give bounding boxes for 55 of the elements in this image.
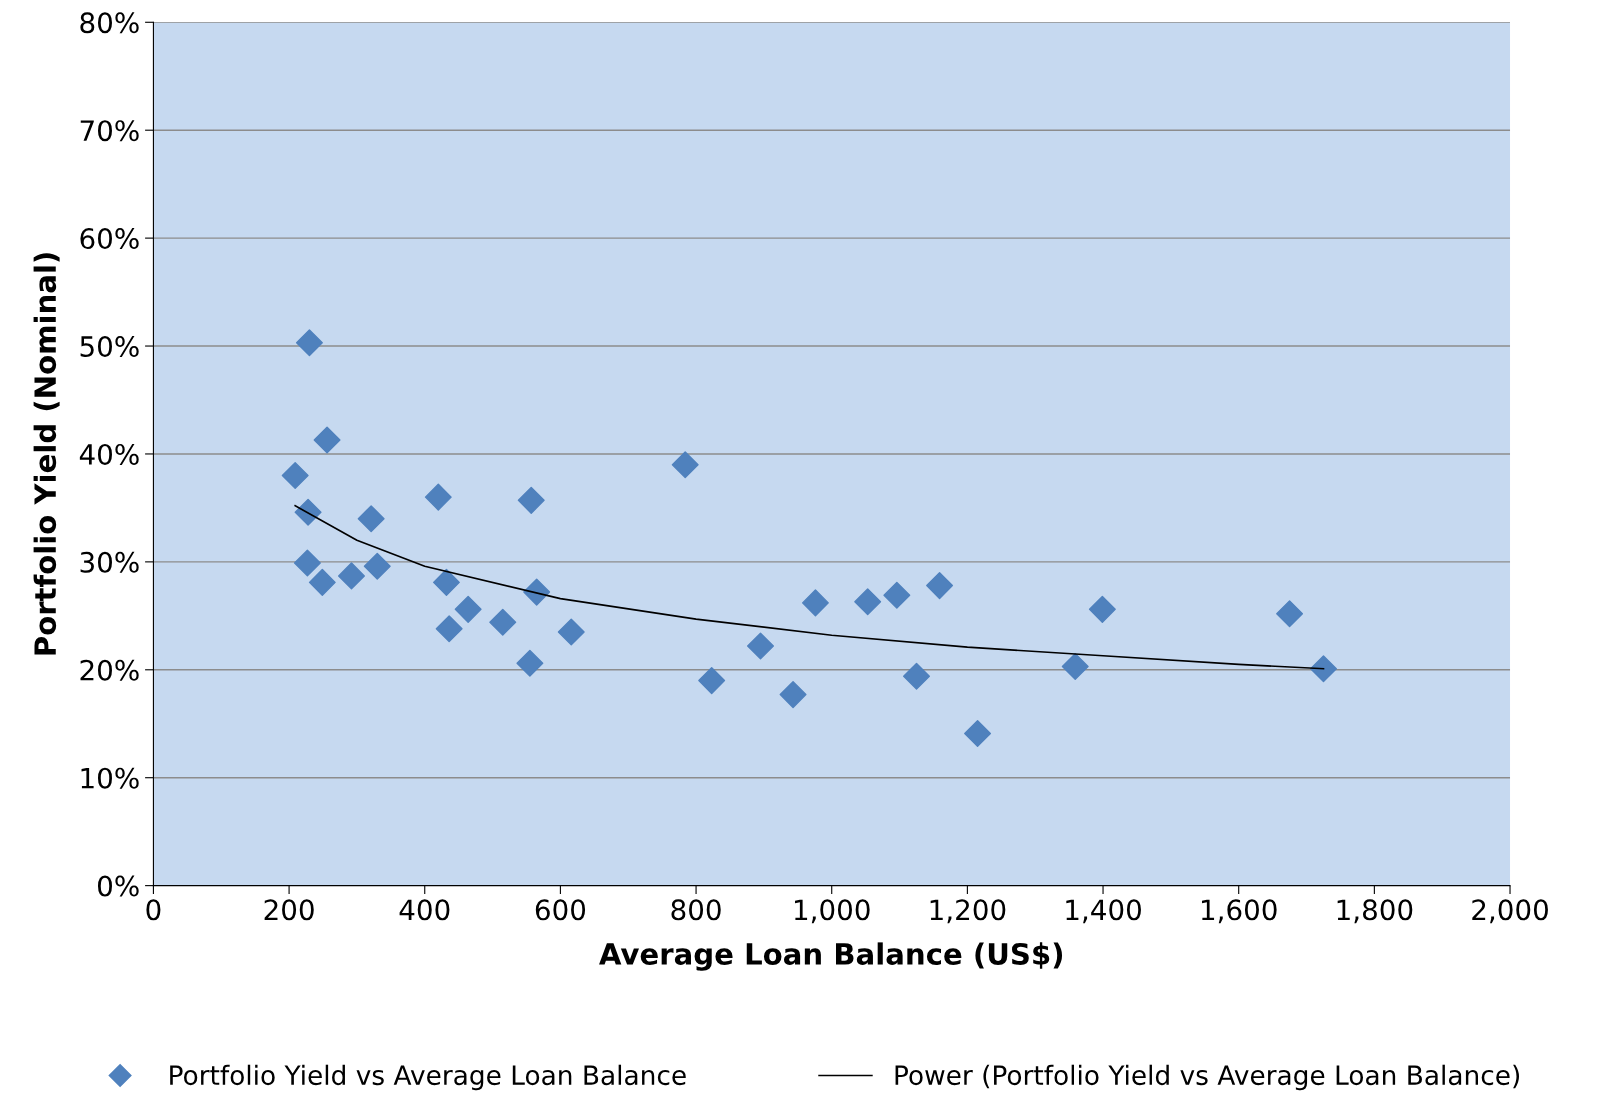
y-tick-label: 10% bbox=[81, 767, 139, 789]
point bbox=[1061, 653, 1089, 681]
point bbox=[698, 667, 726, 695]
legend-label: Portfolio Yield vs Average Loan Balance bbox=[170, 1064, 686, 1091]
point bbox=[489, 608, 517, 636]
x-tick-label: 1,200 bbox=[930, 899, 1006, 924]
x-tick-label: 1,800 bbox=[1337, 899, 1413, 924]
point bbox=[964, 719, 992, 747]
y-tick-label: 60% bbox=[80, 228, 139, 250]
point bbox=[779, 681, 807, 709]
point bbox=[926, 572, 954, 600]
x-tick-label: 200 bbox=[264, 899, 314, 921]
point bbox=[747, 632, 775, 660]
point bbox=[671, 451, 699, 479]
y-axis-title: Portfolio Yield (Nominal) bbox=[33, 253, 60, 655]
point bbox=[557, 618, 585, 646]
point bbox=[293, 549, 321, 577]
y-tick-label: 30% bbox=[80, 551, 139, 573]
point bbox=[1088, 595, 1116, 623]
x-tick-label: 400 bbox=[399, 899, 450, 921]
point bbox=[454, 595, 482, 623]
point bbox=[883, 581, 911, 609]
point bbox=[294, 498, 322, 526]
y-tick-label: 40% bbox=[79, 443, 139, 465]
x-axis-title: Average Loan Balance (US$) bbox=[599, 942, 1063, 971]
point bbox=[308, 568, 336, 596]
x-tick-label: 800 bbox=[671, 899, 721, 921]
point bbox=[337, 562, 365, 590]
x-tick-label: 1,000 bbox=[795, 899, 870, 924]
point bbox=[424, 483, 452, 511]
point bbox=[435, 615, 463, 643]
point bbox=[903, 662, 931, 690]
point bbox=[1309, 655, 1337, 683]
point bbox=[1276, 600, 1304, 628]
y-tick-label: 50% bbox=[80, 335, 139, 357]
point bbox=[363, 552, 391, 580]
point bbox=[295, 329, 323, 357]
point bbox=[801, 589, 829, 617]
point bbox=[357, 505, 385, 533]
point bbox=[854, 588, 882, 616]
x-tick-label: 1,600 bbox=[1201, 899, 1277, 924]
point bbox=[432, 568, 460, 596]
point bbox=[516, 649, 544, 677]
y-tick-label: 80% bbox=[80, 12, 139, 34]
x-tick-label: 1,400 bbox=[1066, 899, 1141, 924]
y-tick-label: 20% bbox=[80, 659, 139, 681]
y-tick-label: 0% bbox=[98, 875, 139, 897]
y-tick-label: 70% bbox=[80, 120, 139, 142]
point bbox=[313, 426, 341, 454]
legend-label: Power (Portfolio Yield vs Average Loan Balance) bbox=[895, 1064, 1520, 1091]
x-tick-label: 2,000 bbox=[1472, 899, 1548, 924]
point bbox=[517, 486, 545, 514]
x-tick-label: 600 bbox=[535, 899, 586, 921]
point bbox=[281, 462, 309, 490]
x-tick-label: 0 bbox=[146, 899, 161, 921]
